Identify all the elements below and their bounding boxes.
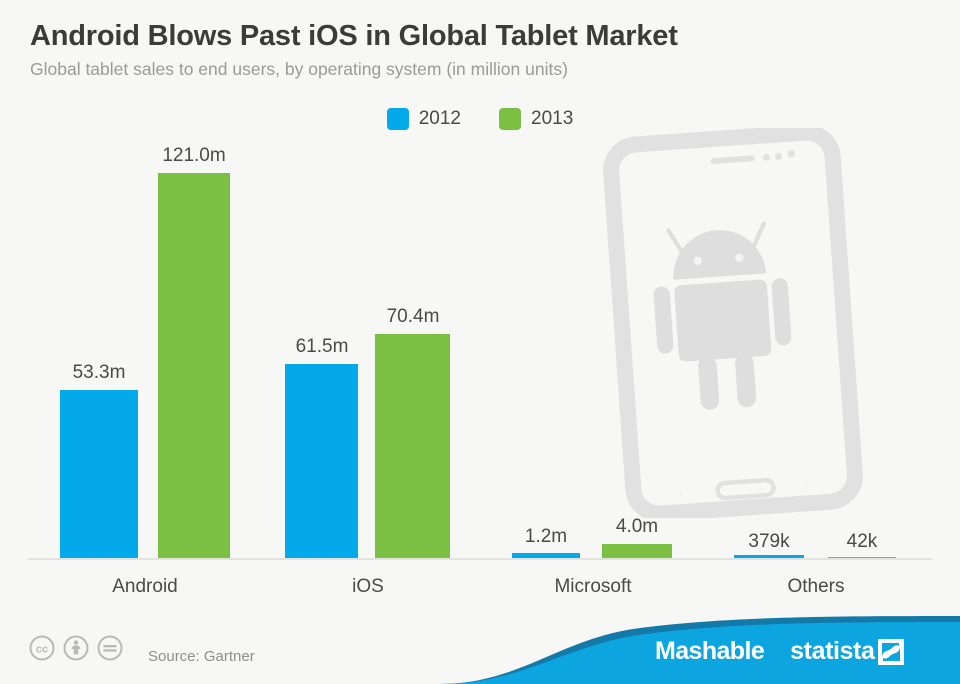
bar-value-android-2013: 121.0m	[162, 145, 226, 166]
statista-logo[interactable]: statista	[790, 637, 905, 666]
attribution-person-icon	[63, 635, 89, 661]
bar-value-microsoft-2012: 1.2m	[524, 526, 568, 547]
no-derivatives-equals-icon	[97, 635, 123, 661]
bar-microsoft-2013[interactable]	[602, 544, 672, 558]
bar-value-ios-2013: 70.4m	[386, 306, 440, 327]
brand-lockup: Mashable statista	[655, 637, 905, 666]
category-axis: Android iOS Microsoft Others	[0, 566, 960, 606]
bar-others-2012[interactable]	[734, 555, 804, 558]
page-title: Android Blows Past iOS in Global Tablet …	[30, 20, 678, 52]
category-label-android: Android	[112, 576, 178, 597]
legend-swatch-2013	[499, 108, 521, 130]
creative-commons-icons: cc	[28, 634, 124, 662]
bar-value-others-2012: 379k	[748, 531, 790, 552]
footer-wave-graphic	[440, 616, 960, 684]
bar-ios-2013[interactable]	[375, 334, 450, 558]
bar-value-microsoft-2013: 4.0m	[615, 516, 659, 537]
source-text: Source: Gartner	[148, 648, 255, 665]
header: Android Blows Past iOS in Global Tablet …	[30, 20, 930, 80]
svg-text:cc: cc	[36, 644, 48, 656]
page-subtitle: Global tablet sales to end users, by ope…	[30, 59, 568, 80]
legend-label-2013: 2013	[531, 108, 574, 129]
bar-android-2012[interactable]	[60, 390, 138, 558]
bar-value-ios-2012: 61.5m	[295, 336, 349, 357]
bar-microsoft-2012[interactable]	[512, 553, 580, 558]
legend-swatch-2012	[386, 108, 409, 130]
chart-plot-area: 53.3m 121.0m 61.5m 70.4m 1.2m 4.0m 379k …	[0, 140, 960, 560]
bar-value-android-2012: 53.3m	[72, 362, 126, 383]
statista-z-mark-icon	[878, 638, 905, 665]
category-label-microsoft: Microsoft	[554, 576, 632, 597]
mashable-logo[interactable]: Mashable	[655, 637, 765, 665]
bar-android-2013[interactable]	[158, 173, 230, 558]
x-axis-baseline	[28, 558, 932, 560]
footer: cc Source: Gartner Mashable statista	[0, 614, 960, 684]
bar-ios-2012[interactable]	[285, 364, 358, 558]
bar-others-2013[interactable]	[828, 557, 896, 558]
bar-value-others-2013: 42k	[846, 531, 878, 552]
category-label-ios: iOS	[352, 576, 384, 597]
legend-item-2012[interactable]: 2012	[386, 108, 461, 130]
chart-legend: 2012 2013	[0, 108, 960, 130]
statista-wordmark: statista	[790, 637, 875, 665]
legend-label-2012: 2012	[418, 108, 461, 129]
creative-commons-icon: cc	[29, 635, 55, 661]
category-label-others: Others	[787, 576, 845, 597]
legend-item-2013[interactable]: 2013	[499, 108, 573, 130]
